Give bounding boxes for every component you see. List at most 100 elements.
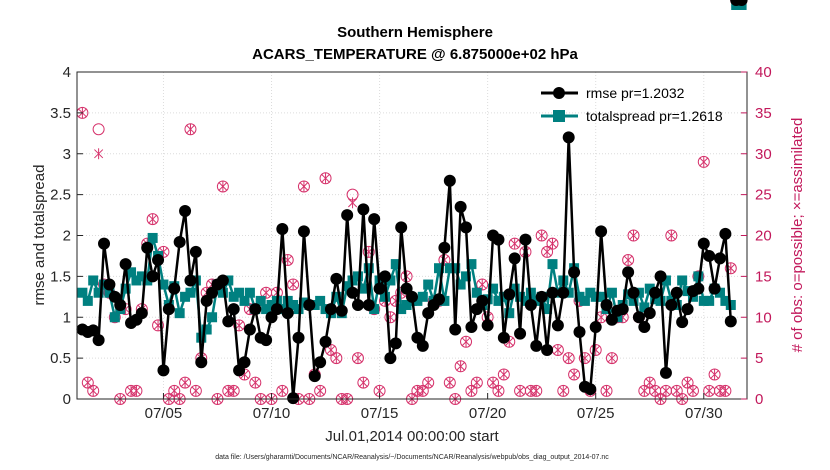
- obs-possible-marker: [492, 384, 505, 397]
- obs-assimilated-marker: [353, 352, 363, 364]
- totalspread-point: [120, 283, 131, 294]
- x-tick-label: 07/25: [577, 405, 615, 422]
- obs-assimilated-marker: [596, 311, 606, 323]
- totalspread-point: [412, 295, 423, 306]
- obs-possible-marker: [92, 123, 105, 136]
- rmse-point: [314, 356, 327, 369]
- y-tick-label: 2: [63, 228, 71, 245]
- rmse-point: [152, 254, 165, 267]
- totalspread-point: [126, 267, 137, 278]
- obs-assimilated-marker: [185, 123, 196, 135]
- rmse-point: [330, 272, 343, 285]
- obs-possible-marker: [454, 360, 467, 373]
- totalspread-point: [596, 291, 607, 302]
- obs-assimilated-marker: [699, 156, 709, 168]
- obs-assimilated-marker: [666, 230, 676, 241]
- rmse-point: [173, 236, 186, 249]
- obs-possible-marker: [314, 384, 327, 397]
- obs-possible-marker: [362, 245, 375, 258]
- totalspread-point: [180, 291, 191, 302]
- obs-possible-marker: [600, 384, 613, 397]
- y-tick-label: 4: [63, 64, 71, 81]
- rmse-point: [195, 356, 208, 369]
- y-tick-label: 1: [63, 309, 71, 326]
- obs-assimilated-marker: [564, 352, 574, 364]
- obs-possible-marker: [184, 123, 197, 136]
- rmse-point: [346, 286, 359, 299]
- totalspread-point: [488, 283, 499, 294]
- rmse-point: [535, 290, 548, 303]
- y-tick-label: 0.5: [50, 350, 71, 367]
- obs-possible-marker: [146, 213, 159, 226]
- rmse-point: [654, 270, 667, 283]
- obs-possible-marker: [281, 254, 294, 267]
- obs-possible-marker: [535, 229, 548, 242]
- rmse-point: [378, 270, 391, 283]
- totalspread-point: [434, 263, 445, 274]
- obs-possible-marker: [589, 343, 602, 356]
- totalspread-point: [185, 287, 196, 298]
- rmse-point: [622, 266, 635, 279]
- obs-possible-marker: [324, 343, 337, 356]
- totalspread-point: [88, 275, 99, 286]
- obs-possible-marker: [422, 376, 435, 389]
- obs-possible-marker: [249, 376, 262, 389]
- rmse-point: [697, 237, 710, 250]
- obs-possible-marker: [541, 245, 554, 258]
- totalspread-point: [109, 312, 120, 323]
- y-right-tick-label: 25: [755, 187, 772, 204]
- obs-assimilated-marker: [261, 287, 271, 299]
- obs-assimilated-marker: [510, 238, 520, 250]
- rmse-point: [508, 252, 521, 265]
- rmse-point: [638, 321, 651, 334]
- totalspread-point: [531, 295, 542, 306]
- obs-assimilated-marker: [456, 360, 466, 372]
- rmse-point: [260, 334, 273, 347]
- totalspread-point: [520, 295, 531, 306]
- obs-possible-marker: [168, 384, 181, 397]
- legend-rmse-label: rmse pr=1.2032: [586, 85, 685, 101]
- obs-possible-marker: [546, 237, 559, 250]
- obs-possible-marker: [297, 180, 310, 193]
- legend-spread-marker: [553, 110, 565, 122]
- rmse-point: [632, 311, 645, 324]
- rmse-point: [103, 278, 116, 291]
- obs-assimilated-marker: [218, 180, 228, 192]
- obs-assimilated-marker: [461, 336, 471, 348]
- rmse-point: [384, 352, 397, 365]
- obs-possible-marker: [416, 384, 429, 397]
- y-right-tick-label: 0: [755, 391, 763, 408]
- y-right-tick-label: 35: [755, 105, 772, 122]
- totalspread-point: [720, 295, 731, 306]
- rmse-point: [227, 303, 240, 316]
- obs-assimilated-marker: [477, 279, 487, 291]
- rmse-point: [616, 303, 629, 316]
- totalspread-point: [234, 287, 245, 298]
- rmse-point: [724, 315, 737, 328]
- obs-possible-marker: [557, 384, 570, 397]
- obs-possible-marker: [319, 172, 332, 185]
- totalspread-point: [461, 271, 472, 282]
- obs-possible-marker: [665, 229, 678, 242]
- rmse-point: [681, 303, 694, 316]
- chart-subtitle: ACARS_TEMPERATURE @ 6.875000e+02 hPa: [252, 46, 578, 63]
- totalspread-point: [358, 283, 369, 294]
- totalspread-point: [385, 275, 396, 286]
- rmse-point: [568, 266, 581, 279]
- totalspread-point: [509, 283, 520, 294]
- rmse-point: [406, 290, 418, 303]
- obs-assimilated-marker: [288, 279, 298, 291]
- rmse-point: [541, 343, 554, 356]
- rmse-point: [649, 286, 662, 299]
- obs-possible-marker: [152, 319, 165, 332]
- rmse-point: [460, 221, 473, 234]
- totalspread-point: [590, 291, 601, 302]
- totalspread-point: [504, 308, 515, 319]
- obs-possible-marker: [216, 180, 229, 193]
- totalspread-point: [574, 291, 585, 302]
- obs-assimilated-marker: [180, 377, 190, 389]
- rmse-point: [92, 334, 105, 347]
- rmse-point: [514, 327, 527, 340]
- rmse-point: [292, 331, 305, 344]
